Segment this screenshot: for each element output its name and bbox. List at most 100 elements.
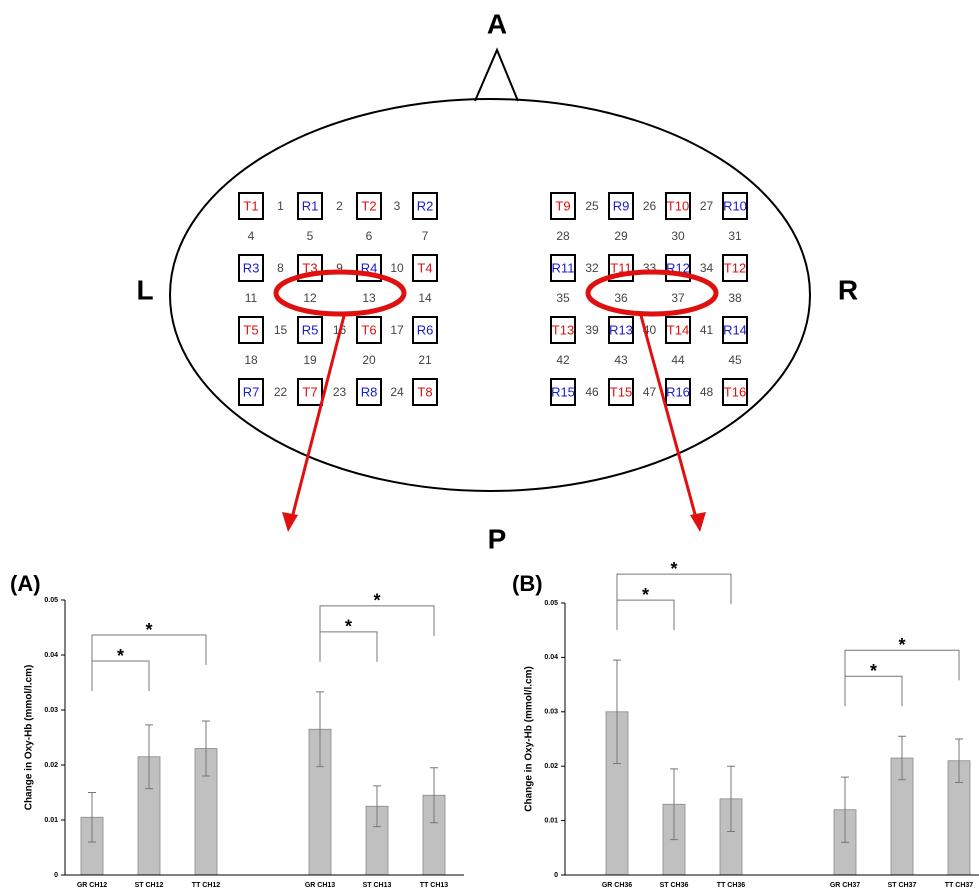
channel-number: 19	[303, 353, 317, 367]
significance-label: *	[642, 585, 649, 605]
panel-label: (A)	[10, 571, 41, 596]
optode-label: T8	[417, 384, 432, 399]
x-tick-label: ST CH13	[363, 882, 392, 889]
channel-number: 43	[614, 353, 628, 367]
optode-label: R11	[552, 260, 575, 275]
channel-number: 6	[366, 229, 373, 243]
arrow-head	[282, 512, 298, 532]
optode-label: R16	[666, 384, 690, 399]
significance-label: *	[145, 620, 152, 640]
significance-label: *	[898, 635, 905, 655]
optode-label: R15	[551, 384, 575, 399]
y-tick-label: 0.01	[44, 817, 58, 824]
channel-number: 23	[333, 385, 347, 399]
x-tick-label: GR CH12	[77, 882, 107, 889]
channel-number: 20	[362, 353, 376, 367]
optode-label: T13	[552, 322, 574, 337]
optode-label: T9	[555, 198, 570, 213]
channel-number: 46	[585, 385, 599, 399]
x-tick-label: GR CH13	[305, 882, 335, 889]
optode-label: T16	[724, 384, 746, 399]
optode-label: R1	[302, 198, 319, 213]
y-tick-label: 0	[554, 872, 558, 879]
y-tick-label: 0	[54, 872, 58, 879]
channel-number: 26	[643, 199, 657, 213]
channel-number: 28	[556, 229, 570, 243]
x-tick-label: ST CH12	[135, 882, 164, 889]
channel-number: 25	[585, 199, 599, 213]
channel-number: 14	[418, 291, 432, 305]
significance-label: *	[670, 559, 677, 579]
y-tick-label: 0.03	[544, 709, 558, 716]
channel-number: 7	[422, 229, 429, 243]
significance-label: *	[373, 591, 380, 611]
y-tick-label: 0.05	[44, 597, 58, 604]
y-tick-label: 0.04	[544, 654, 558, 661]
channel-number: 36	[614, 291, 628, 305]
y-tick-label: 0.03	[44, 707, 58, 714]
channel-number: 24	[390, 385, 404, 399]
right-label: R	[838, 274, 858, 305]
channel-number: 12	[303, 291, 317, 305]
significance-label: *	[870, 661, 877, 681]
significance-label: *	[117, 646, 124, 666]
channel-number: 4	[248, 229, 255, 243]
optode-label: R3	[243, 260, 260, 275]
y-tick-label: 0.05	[544, 600, 558, 607]
channel-number: 22	[274, 385, 288, 399]
channel-number: 27	[700, 199, 714, 213]
optode-label: R6	[417, 322, 434, 337]
optode-label: T1	[243, 198, 258, 213]
figure: A L R P T1R1T2R2R3T3R4T4T5R5T6R6R7T7R8T8…	[0, 0, 979, 891]
channel-number: 15	[274, 323, 288, 337]
panel-label: (B)	[512, 571, 543, 596]
x-tick-label: TT CH13	[420, 882, 449, 889]
channel-number: 18	[244, 353, 258, 367]
channel-number: 31	[728, 229, 742, 243]
channel-number: 39	[585, 323, 599, 337]
charts: (A) Change in Oxy-Hb (mmol/l.cm) 0 0.01 0.02…	[10, 559, 979, 889]
x-tick-label: GR CH36	[602, 882, 632, 889]
optode-label: R13	[609, 322, 633, 337]
x-tick-label: ST CH36	[660, 882, 689, 889]
channel-number: 2	[336, 199, 343, 213]
optode-label: T5	[243, 322, 258, 337]
channel-number: 17	[390, 323, 404, 337]
channel-number: 37	[671, 291, 685, 305]
channel-number: 3	[394, 199, 401, 213]
x-tick-label: TT CH36	[717, 882, 746, 889]
optode-grids: T1R1T2R2R3T3R4T4T5R5T6R6R7T7R8T812389101…	[239, 193, 747, 405]
y-tick-label: 0.01	[544, 817, 558, 824]
optode-label: T7	[302, 384, 317, 399]
optode-label: T14	[667, 322, 689, 337]
highlight-ellipse	[588, 272, 716, 314]
channel-number: 8	[277, 261, 284, 275]
channel-number: 13	[362, 291, 376, 305]
nose	[475, 50, 518, 101]
channel-number: 45	[728, 353, 742, 367]
y-axis-label: Change in Oxy-Hb (mmol/l.cm)	[524, 666, 535, 812]
optode-label: R10	[723, 198, 747, 213]
y-tick-label: 0.04	[44, 652, 58, 659]
y-tick-label: 0.02	[544, 763, 558, 770]
y-tick-label: 0.02	[44, 762, 58, 769]
channel-number: 38	[728, 291, 742, 305]
x-tick-label: ST CH37	[888, 882, 917, 889]
channel-number: 32	[585, 261, 599, 275]
left-label: L	[136, 274, 153, 305]
channel-number: 30	[671, 229, 685, 243]
channel-number: 29	[614, 229, 628, 243]
optode-label: R7	[243, 384, 260, 399]
optode-label: T6	[361, 322, 376, 337]
channel-number: 11	[245, 291, 258, 305]
x-tick-label: TT CH12	[192, 882, 221, 889]
posterior-label: P	[488, 523, 507, 554]
channel-number: 42	[556, 353, 570, 367]
highlight-ellipse	[276, 272, 404, 314]
optode-label: T4	[417, 260, 432, 275]
anterior-label: A	[487, 8, 507, 39]
channel-number: 21	[418, 353, 432, 367]
channel-number: 47	[643, 385, 657, 399]
optode-label: R5	[302, 322, 319, 337]
optode-label: R8	[361, 384, 378, 399]
